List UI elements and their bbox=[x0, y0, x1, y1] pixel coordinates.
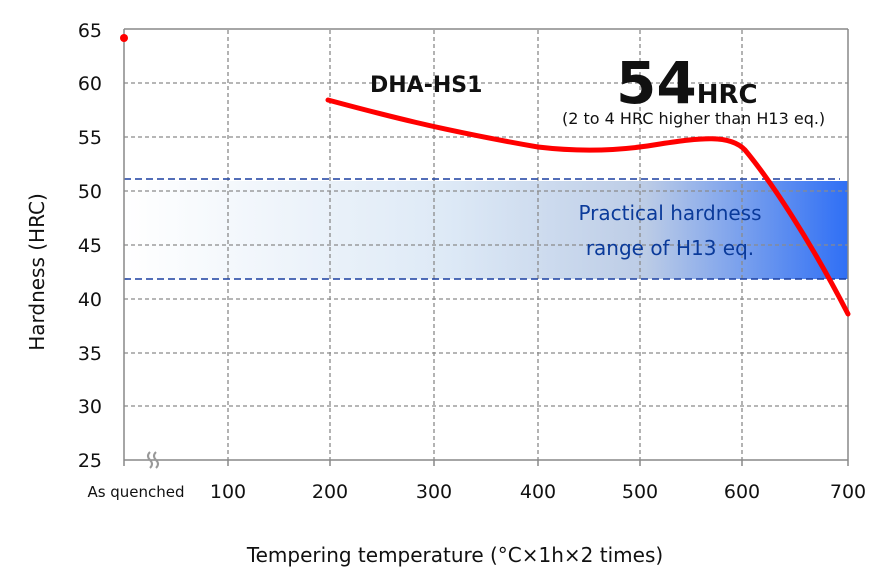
y-tick: 45 bbox=[78, 235, 102, 257]
x-axis-title: Tempering temperature (°C×1h×2 times) bbox=[246, 543, 663, 567]
y-axis-title: Hardness (HRC) bbox=[25, 193, 49, 351]
headline-note: (2 to 4 HRC higher than H13 eq.) bbox=[562, 109, 825, 128]
y-tick: 50 bbox=[78, 181, 102, 203]
x-tick: 300 bbox=[416, 481, 452, 503]
headline-hardness: 54HRC bbox=[616, 49, 758, 117]
series-label: DHA-HS1 bbox=[370, 73, 482, 98]
y-tick: 35 bbox=[78, 343, 102, 365]
band-label-line1: Practical hardness bbox=[578, 201, 761, 225]
band-label-line2: range of H13 eq. bbox=[586, 236, 754, 260]
x-tick: 700 bbox=[830, 481, 866, 503]
x-tick: 100 bbox=[210, 481, 246, 503]
x-tick: 200 bbox=[312, 481, 348, 503]
y-tick: 55 bbox=[78, 127, 102, 149]
y-tick: 60 bbox=[78, 73, 102, 95]
x-tick: 500 bbox=[622, 481, 658, 503]
x-tick-as-quenched: As quenched bbox=[87, 483, 184, 501]
y-tick: 30 bbox=[78, 396, 102, 418]
x-tick: 600 bbox=[724, 481, 760, 503]
headline-unit: HRC bbox=[697, 80, 758, 110]
y-axis-ticks: 65 60 55 50 45 40 35 30 25 bbox=[78, 20, 102, 472]
headline-value: 54 bbox=[616, 49, 697, 117]
as-quenched-point bbox=[120, 34, 128, 42]
y-tick: 40 bbox=[78, 289, 102, 311]
grid-horizontal bbox=[124, 82, 848, 407]
axis-break-icon bbox=[147, 451, 159, 469]
x-tick: 400 bbox=[520, 481, 556, 503]
dha-hs1-curve bbox=[325, 97, 851, 317]
plot-frame bbox=[123, 28, 849, 466]
y-tick: 25 bbox=[78, 450, 102, 472]
x-axis-ticks: As quenched 100 200 300 400 500 600 700 bbox=[87, 481, 866, 503]
y-tick: 65 bbox=[78, 20, 102, 42]
h13-range-band bbox=[124, 181, 848, 279]
